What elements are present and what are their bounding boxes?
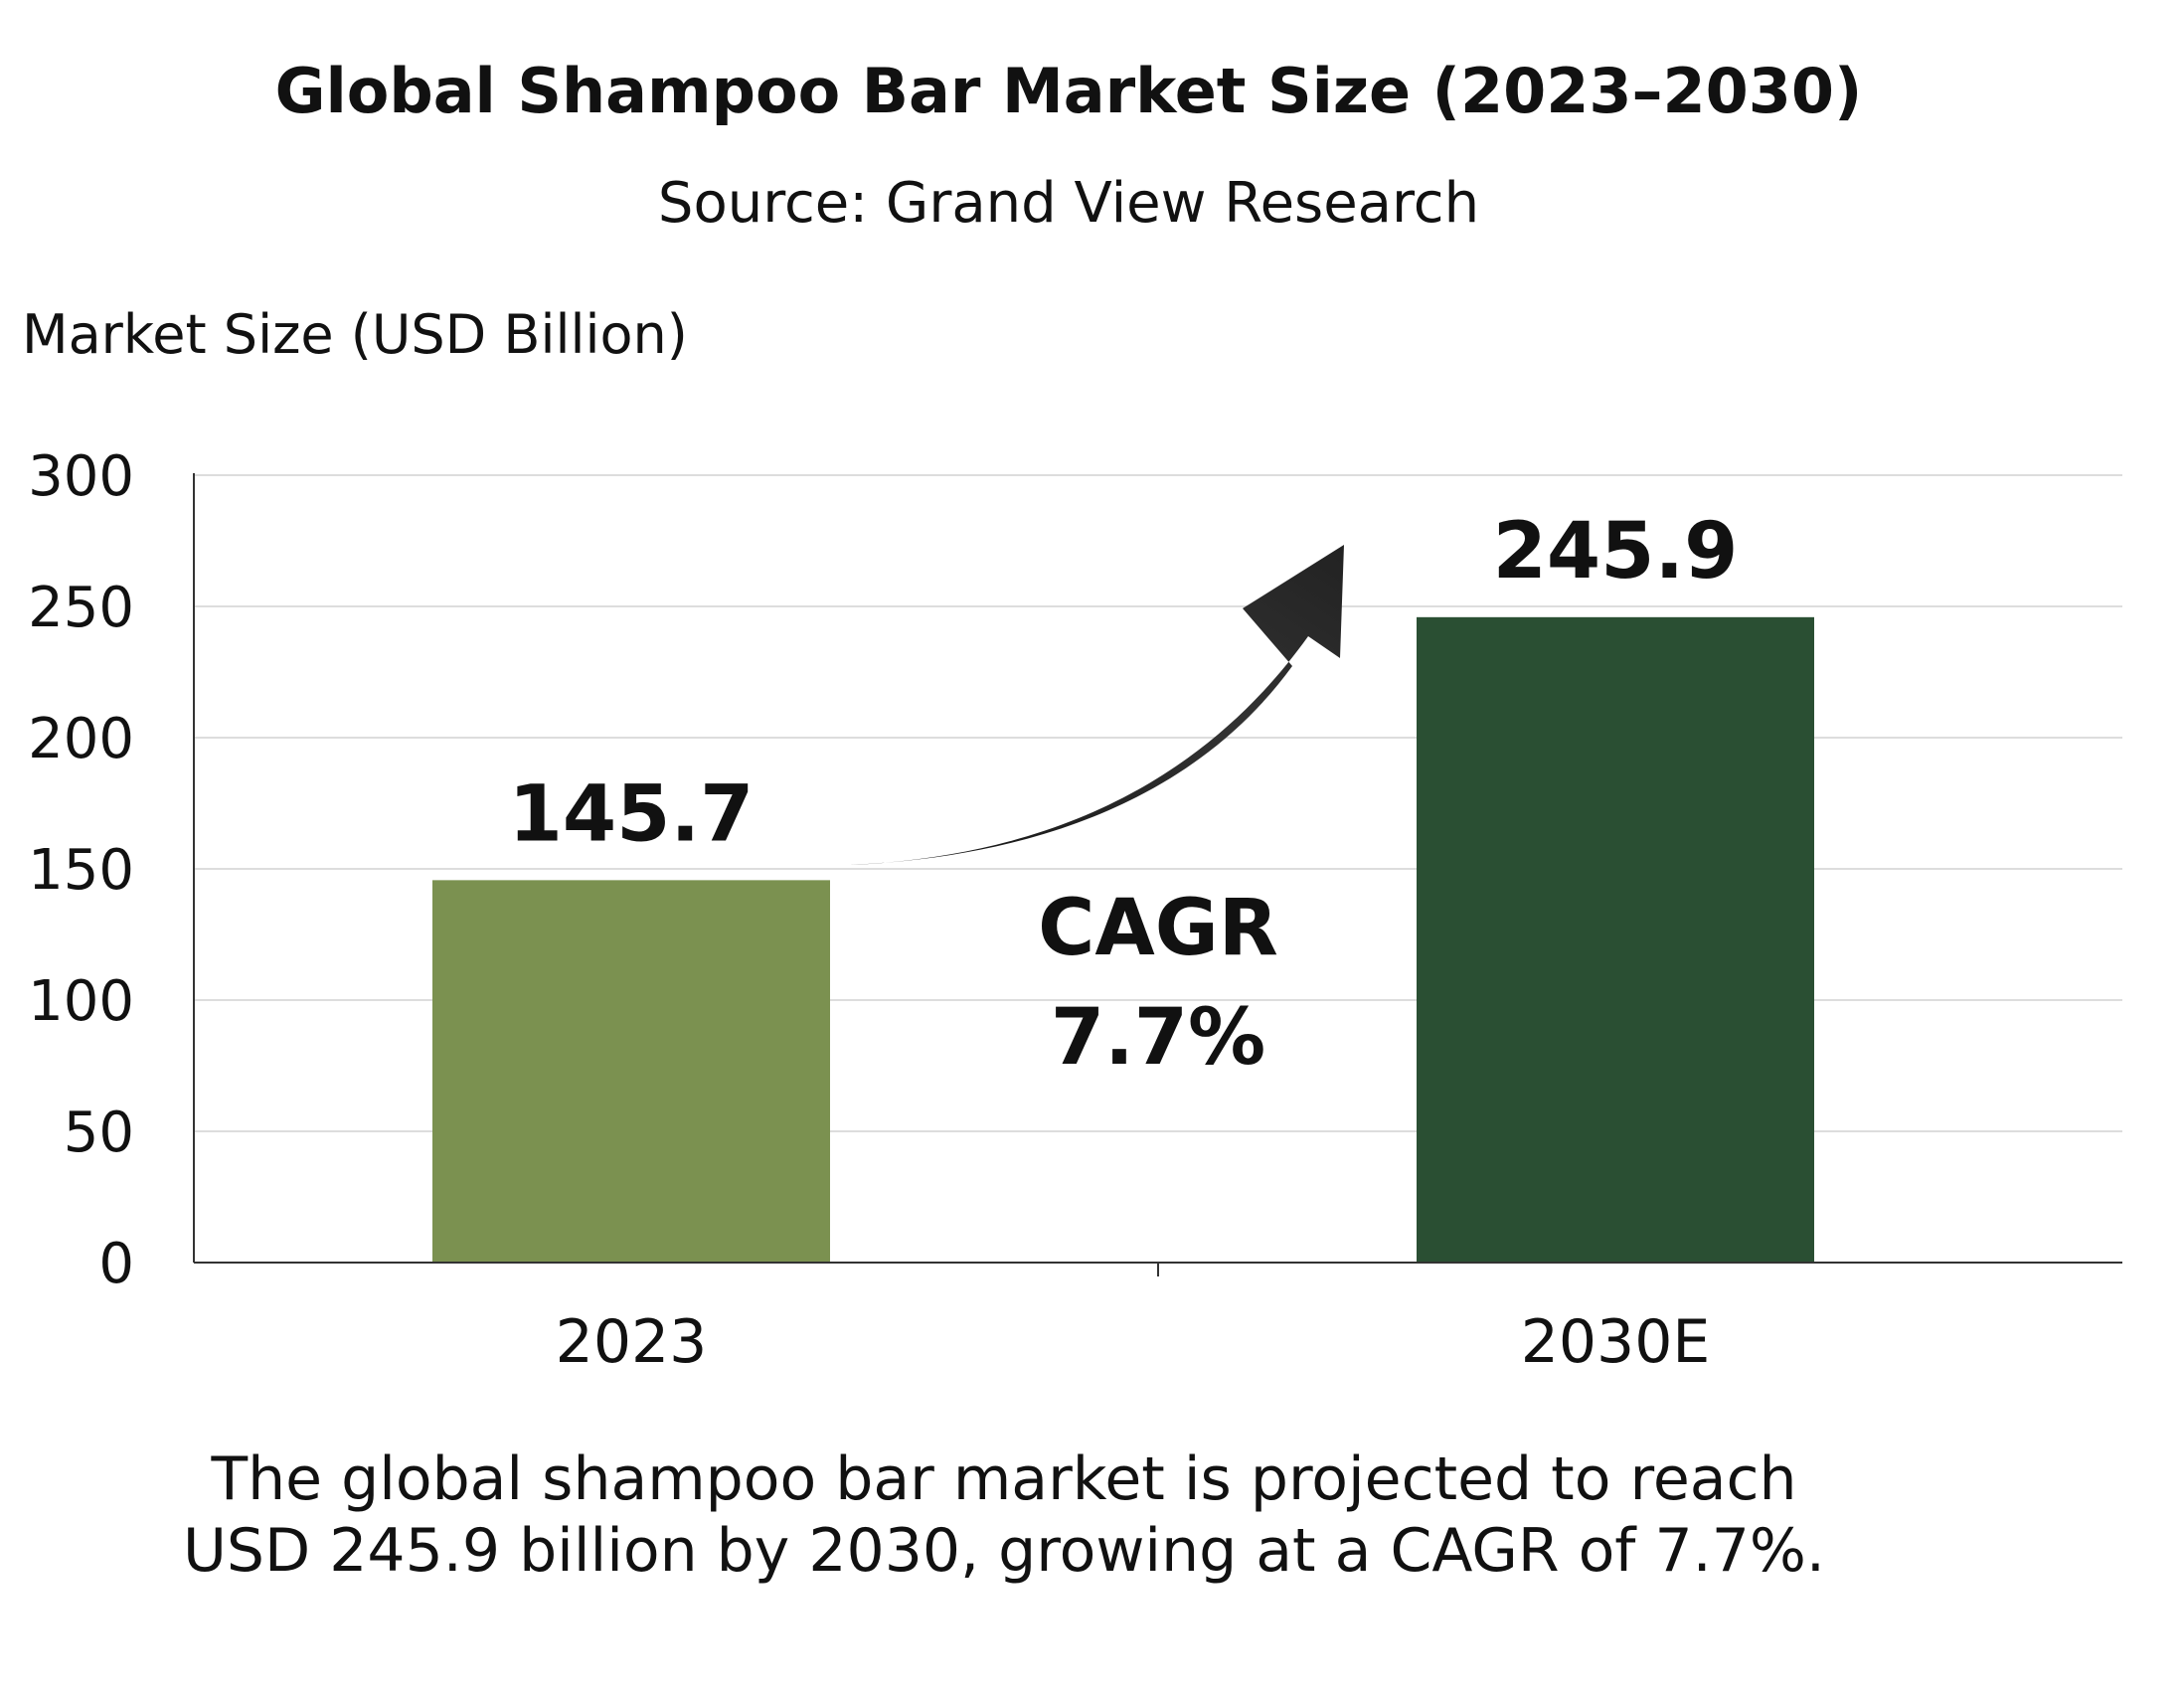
x-tick-label: 2030E [1521,1307,1711,1377]
cagr-value: 7.7% [1051,993,1265,1083]
bar-2023 [432,880,830,1263]
bar-chart: 0 50 100 150 200 250 300 145.7 2023 245.9 2030E CA… [28,444,2122,1377]
data-label: 145.7 [509,769,755,859]
x-tick-label: 2023 [556,1307,708,1377]
y-tick-label: 100 [28,969,134,1034]
caption-line-2: USD 245.9 billion by 2030, growing at a … [182,1516,1826,1586]
y-tick-label: 50 [64,1101,134,1165]
caption-line-1: The global shampoo bar market is project… [211,1444,1797,1514]
y-tick-label: 250 [28,576,134,640]
y-tick-label: 0 [98,1232,134,1296]
cagr-arrow-icon [850,545,1344,865]
chart-subtitle: Source: Grand View Research [657,171,1480,236]
y-tick-label: 150 [28,838,134,903]
y-tick-label: 200 [28,707,134,771]
y-axis-label: Market Size (USD Billion) [22,303,688,366]
y-tick-label: 300 [28,444,134,509]
chart-title: Global Shampoo Bar Market Size (2023–203… [274,55,1863,127]
chart-caption: The global shampoo bar market is project… [0,1446,2008,1590]
bar-2030e [1417,616,1814,1263]
data-label: 245.9 [1493,507,1739,596]
cagr-label: CAGR [1038,884,1278,973]
